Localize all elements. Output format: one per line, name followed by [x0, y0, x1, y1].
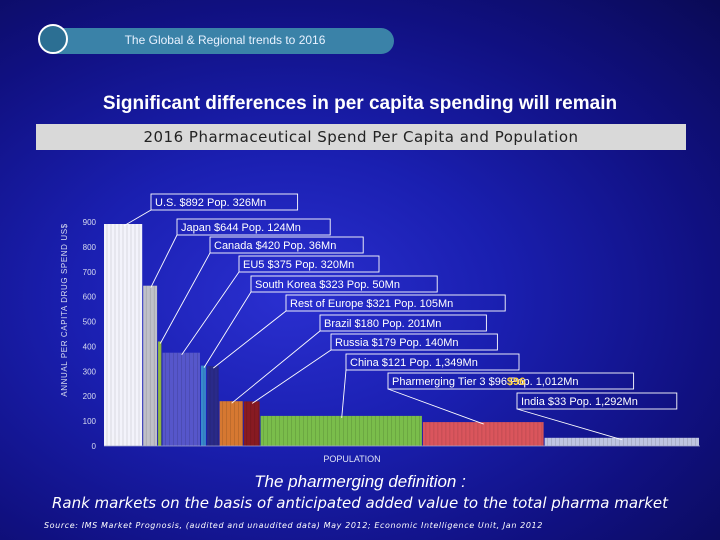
bar-segment	[158, 341, 162, 446]
y-tick-label: 100	[83, 417, 97, 426]
y-tick-label: 600	[83, 293, 97, 302]
callout-box	[250, 275, 438, 293]
pharmerging-definition: The pharmerging definition :	[254, 472, 466, 491]
callout-box	[209, 236, 364, 254]
y-tick-label: 0	[92, 442, 97, 451]
bar-segment	[260, 415, 422, 446]
callout-leader	[387, 388, 484, 425]
callout-leader	[231, 330, 321, 404]
callout-leader	[123, 209, 152, 227]
header-circle-icon	[38, 24, 68, 54]
callout-leader	[213, 310, 287, 369]
y-tick-label: 200	[83, 392, 97, 401]
callout-leader	[159, 252, 211, 344]
y-tick-label: 300	[83, 367, 97, 376]
bar-segment	[219, 401, 243, 446]
bar-segment	[200, 365, 206, 446]
callout-box	[285, 294, 506, 312]
pharmerging-subdefinition: Rank markets on the basis of anticipated…	[51, 494, 669, 512]
callout-box	[150, 193, 299, 211]
callout-box	[345, 353, 520, 371]
x-axis-label: POPULATION	[323, 454, 380, 464]
callout-box	[319, 314, 487, 332]
callout-leader	[251, 349, 332, 404]
header-pill	[40, 28, 394, 54]
callout-leader	[181, 271, 240, 355]
callout-label: Russia $179 Pop. 140Mn	[335, 337, 459, 349]
y-axis-label: ANNUAL PER CAPITA DRUG SPEND US$	[60, 223, 69, 396]
callout-label: Rest of Europe $321 Pop. 105Mn	[290, 298, 453, 310]
callout-label: Canada $420 Pop. 36Mn	[214, 240, 336, 252]
source-note: Source: IMS Market Prognosis, (audited a…	[44, 521, 543, 530]
bar-segment	[162, 352, 200, 446]
y-tick-label: 800	[83, 243, 97, 252]
callout-label: Pharmerging Tier 3 $96 Pop. 1,012Mn	[392, 376, 579, 388]
callout-label: South Korea $323 Pop. 50Mn	[255, 279, 400, 291]
bar-segment	[422, 422, 544, 446]
header-tagline: The Global & Regional trends to 2016	[124, 33, 326, 47]
callout-leader	[341, 369, 347, 418]
y-tick-label: 500	[83, 318, 97, 327]
bar-segment	[243, 401, 260, 446]
callout-label: U.S. $892 Pop. 326Mn	[155, 197, 266, 209]
callout-label: India $33 Pop. 1,292Mn	[521, 396, 638, 408]
callout-label: EU5 $375 Pop. 320Mn	[243, 259, 354, 271]
callout-box	[176, 218, 331, 236]
callout-leader	[150, 234, 178, 288]
bar-segment	[143, 285, 158, 446]
callout-box	[387, 372, 635, 390]
y-tick-label: 900	[83, 218, 97, 227]
bar-segment	[544, 437, 699, 446]
callout-box	[330, 333, 498, 351]
callout-leader	[203, 291, 252, 368]
callout-box	[516, 392, 678, 410]
chart-banner: 2016 Pharmaceutical Spend Per Capita and…	[36, 124, 686, 150]
callout-highlight: $96	[507, 376, 525, 388]
callout-label: Japan $644 Pop. 124Mn	[181, 222, 301, 234]
slide-title: Significant differences in per capita sp…	[102, 93, 618, 114]
bar-segment	[104, 224, 143, 446]
callout-label: China $121 Pop. 1,349Mn	[350, 357, 478, 369]
y-tick-label: 400	[83, 342, 97, 351]
callout-leader	[516, 408, 623, 441]
bar-segment	[207, 366, 219, 446]
y-tick-label: 700	[83, 268, 97, 277]
callout-label: Brazil $180 Pop. 201Mn	[324, 318, 441, 330]
callout-box	[238, 255, 380, 273]
